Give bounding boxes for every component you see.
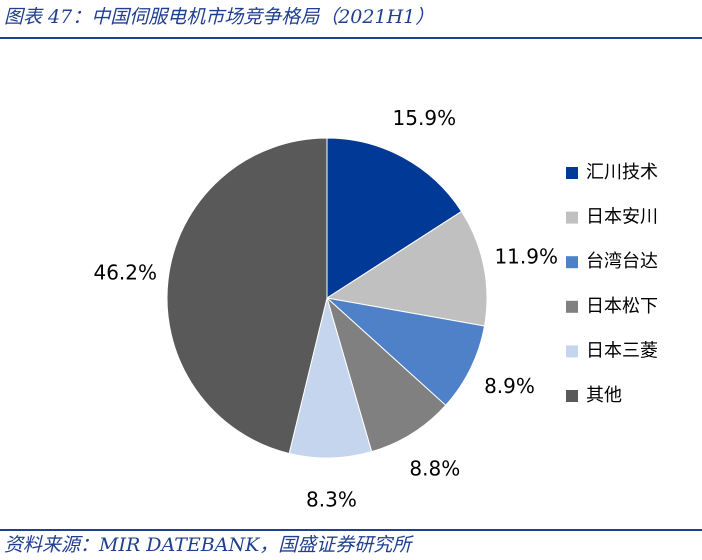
- legend-label: 日本安川: [586, 207, 658, 228]
- legend-label: 日本三菱: [586, 340, 658, 361]
- pie-slice: [325, 297, 486, 407]
- data-label: 8.8%: [409, 457, 460, 481]
- data-label: 15.9%: [393, 106, 457, 130]
- pie-slice: [325, 210, 488, 327]
- legend-label: 日本松下: [586, 296, 658, 317]
- data-label: 8.9%: [484, 374, 535, 398]
- legend-swatch: [566, 211, 578, 224]
- legend-label: 其他: [586, 385, 622, 406]
- legend-swatch: [566, 167, 578, 179]
- legend-swatch: [566, 345, 578, 358]
- pie-slice: [326, 137, 463, 299]
- source-note: 资料来源：MIR DATEBANK，国盛证券研究所: [4, 534, 414, 556]
- chart-title: 图表 47：中国伺服电机市场竞争格局（2021H1）: [4, 6, 434, 28]
- data-label: 11.9%: [494, 245, 558, 269]
- legend-label: 汇川技术: [586, 162, 658, 183]
- data-label: 8.3%: [306, 488, 357, 512]
- legend-swatch: [566, 390, 578, 402]
- pie-slice: [326, 296, 447, 453]
- pie-slice: [166, 137, 328, 455]
- legend-swatch: [566, 256, 578, 269]
- legend-label: 台湾台达: [586, 251, 658, 272]
- legend-swatch: [566, 300, 578, 313]
- data-label: 46.2%: [93, 260, 157, 284]
